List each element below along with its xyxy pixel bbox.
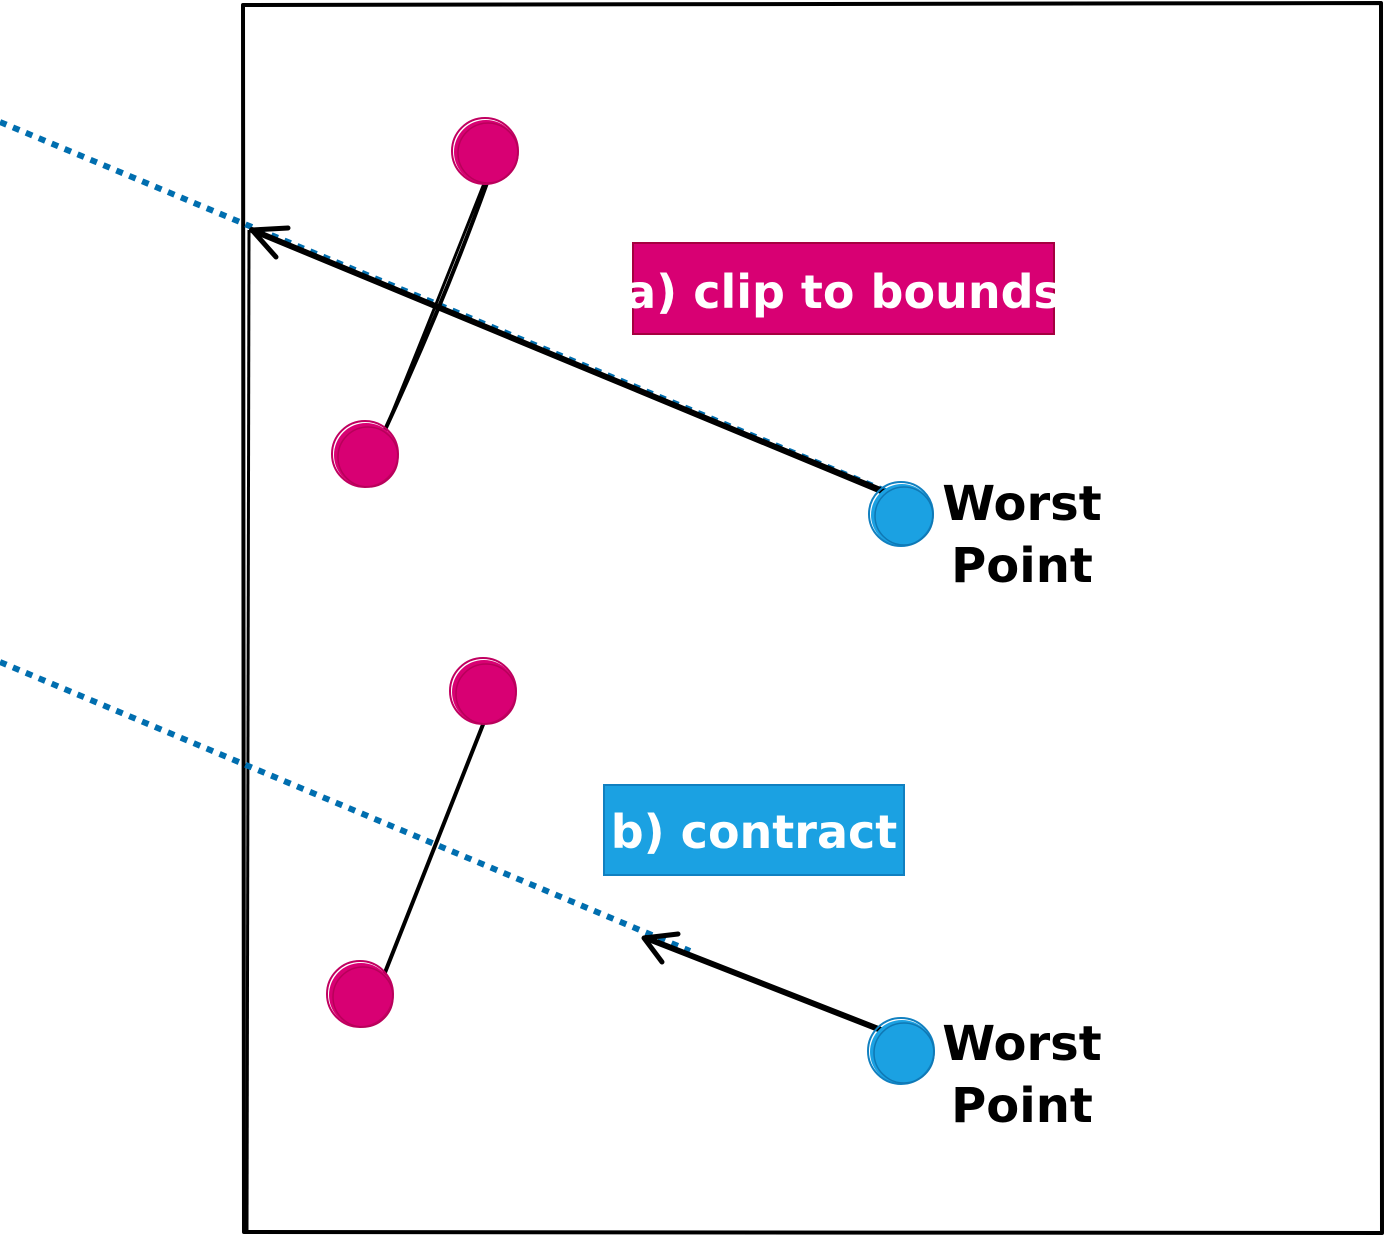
clipped-step-arrow xyxy=(249,225,889,496)
worst-point-b xyxy=(867,1017,935,1085)
simplex-edge-a xyxy=(382,181,489,434)
simplex-point-b-bottom xyxy=(326,960,394,1028)
feasible-region-boundary xyxy=(241,1,1384,1235)
worst-point-a xyxy=(868,481,934,547)
simplex-point-a-top xyxy=(451,117,519,185)
simplex-edge-b xyxy=(382,720,486,977)
panel-b: b) contract Worst Point xyxy=(0,657,1102,1134)
simplex-point-b-top xyxy=(449,657,517,725)
label-clip-to-bounds-text: a) clip to bounds xyxy=(625,265,1061,319)
label-contract: b) contract xyxy=(603,784,905,876)
worst-point-b-label-line2: Point xyxy=(951,1078,1093,1134)
label-contract-text: b) contract xyxy=(611,805,898,859)
worst-point-a-label-line2: Point xyxy=(951,538,1093,594)
label-clip-to-bounds: a) clip to bounds xyxy=(625,242,1061,335)
worst-point-a-label-line1: Worst xyxy=(942,476,1101,532)
panel-a: a) clip to bounds Worst Point xyxy=(0,117,1102,594)
worst-point-b-label-line1: Worst xyxy=(942,1016,1101,1072)
simplex-point-a-bottom xyxy=(331,420,399,488)
contracted-step-arrow xyxy=(641,931,889,1035)
reflection-line-b xyxy=(0,659,692,954)
